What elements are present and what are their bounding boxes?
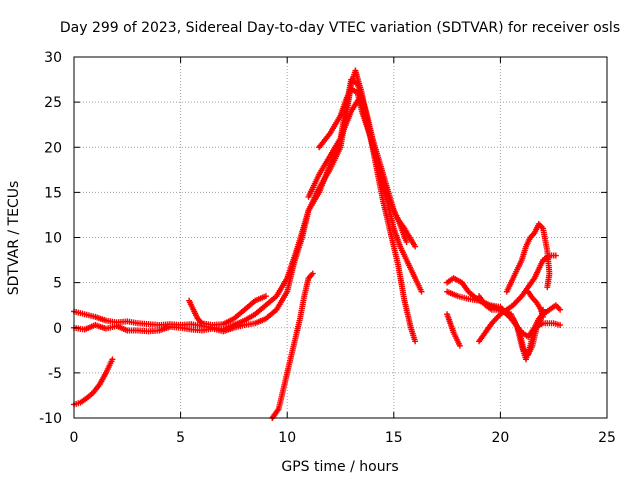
data-point bbox=[412, 243, 419, 250]
series-arc-8 bbox=[444, 311, 463, 349]
series-arc-4 bbox=[305, 94, 410, 246]
data-point bbox=[403, 239, 410, 246]
x-tick-label: 0 bbox=[70, 430, 79, 446]
chart-title: Day 299 of 2023, Sidereal Day-to-day VTE… bbox=[60, 20, 620, 36]
data-point bbox=[456, 342, 463, 349]
data-point bbox=[418, 288, 425, 295]
y-tick-label: -10 bbox=[39, 411, 62, 427]
x-tick-label: 5 bbox=[176, 430, 185, 446]
y-tick-label: 15 bbox=[44, 185, 62, 201]
data-point bbox=[557, 322, 564, 329]
x-axis-label: GPS time / hours bbox=[281, 459, 398, 475]
series-arc-5 bbox=[186, 293, 269, 329]
data-point bbox=[309, 270, 316, 277]
x-tick-label: 20 bbox=[491, 430, 509, 446]
axes: 0 5 10 15 20 25 -10 -5 0 5 10 15 20 25 30 bbox=[39, 50, 616, 446]
x-tick-label: 10 bbox=[278, 430, 296, 446]
y-tick-label: 20 bbox=[44, 140, 62, 156]
data-point bbox=[544, 284, 551, 291]
x-tick-label: 25 bbox=[598, 430, 616, 446]
series-arc-14 bbox=[525, 288, 547, 320]
y-axis-label: SDTVAR / TECUs bbox=[6, 181, 22, 296]
series-arc-6 bbox=[71, 356, 116, 408]
data-point bbox=[412, 338, 419, 345]
y-tick-label: 10 bbox=[44, 231, 62, 247]
data-point bbox=[557, 306, 564, 313]
series-arc-12 bbox=[503, 220, 553, 295]
y-tick-label: 25 bbox=[44, 95, 62, 111]
data-point bbox=[109, 356, 116, 363]
y-tick-label: 0 bbox=[53, 321, 62, 337]
x-tick-label: 15 bbox=[385, 430, 403, 446]
data-point bbox=[552, 252, 559, 259]
y-tick-label: 30 bbox=[44, 50, 62, 66]
y-tick-label: -5 bbox=[48, 366, 62, 382]
data-point bbox=[262, 293, 269, 300]
data-point bbox=[540, 313, 547, 320]
y-tick-label: 5 bbox=[53, 276, 62, 292]
data-points bbox=[71, 67, 564, 421]
series-arc-7 bbox=[269, 270, 316, 421]
series-arc-9 bbox=[444, 275, 564, 363]
